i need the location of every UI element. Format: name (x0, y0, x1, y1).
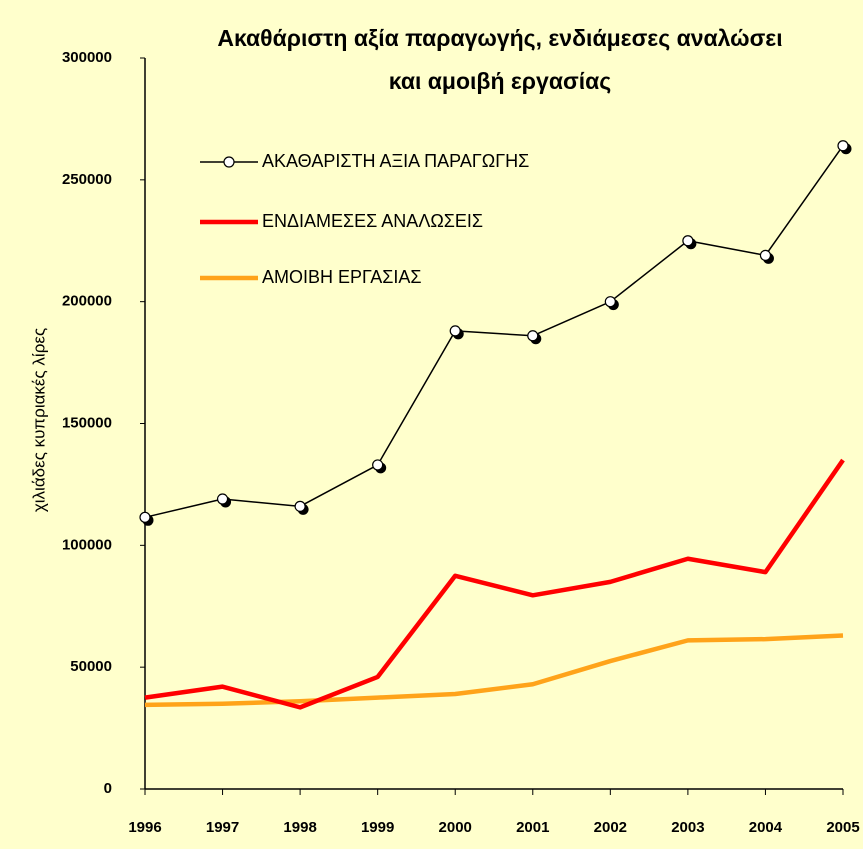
chart-title: και αμοιβή εργασίας (389, 68, 611, 94)
marker (604, 296, 616, 308)
y-tick-label: 200000 (62, 293, 112, 310)
legend-marker (223, 156, 235, 168)
marker (759, 249, 772, 261)
x-tick-label: 2001 (516, 819, 549, 836)
legend-label: ΕΝΔΙΑΜΕΣΕΣ ΑΝΑΛΩΣΕΙΣ (262, 211, 483, 231)
y-tick-label: 0 (104, 780, 112, 797)
legend-label: ΑΚΑΘΑΡΙΣΤΗ ΑΞΙΑ ΠΑΡΑΓΩΓΗΣ (262, 151, 529, 171)
x-tick-label: 2005 (826, 819, 859, 836)
y-axis-label: χιλιάδες κυπριακές λίρες (29, 328, 48, 512)
x-tick-label: 2000 (439, 819, 472, 836)
x-tick-label: 1999 (361, 819, 394, 836)
series-line (144, 633, 844, 708)
x-tick-label: 2002 (594, 819, 627, 836)
marker (216, 493, 229, 505)
marker (527, 330, 539, 342)
series-line (144, 145, 844, 519)
marker (294, 500, 306, 512)
marker (682, 235, 694, 247)
x-tick-label: 1997 (206, 819, 239, 836)
x-tick-label: 2004 (749, 819, 783, 836)
chart-title: Ακαθάριστη αξία παραγωγής, ενδιάμεσες αν… (217, 25, 782, 51)
y-tick-label: 150000 (62, 414, 112, 431)
marker (449, 325, 461, 337)
marker (837, 140, 849, 152)
legend-label: ΑΜΟΙΒΗ ΕΡΓΑΣΙΑΣ (262, 267, 422, 287)
marker (139, 511, 151, 523)
y-tick-label: 100000 (62, 536, 112, 553)
y-tick-label: 250000 (62, 171, 112, 188)
x-tick-label: 2003 (671, 819, 704, 836)
x-tick-label: 1998 (283, 819, 316, 836)
y-tick-label: 50000 (70, 658, 112, 675)
series-line (144, 458, 845, 710)
marker (372, 459, 384, 471)
y-tick-label: 300000 (62, 49, 112, 66)
x-tick-label: 1996 (128, 819, 161, 836)
